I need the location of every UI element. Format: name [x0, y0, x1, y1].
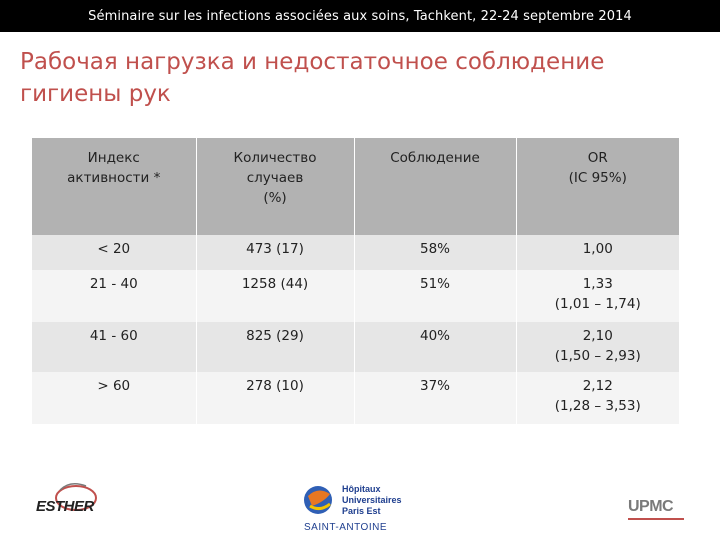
slide-title-line-1: Рабочая нагрузка и недостаточное соблюде… [20, 49, 605, 75]
column-header-odds-ratio: OR (IC 95%) [516, 138, 679, 235]
header-line: случаев [246, 170, 304, 186]
aphp-line: Universitaires [342, 495, 402, 505]
upmc-logo-bar [628, 518, 684, 520]
cell-activity-index: 21 - 40 [32, 270, 197, 322]
cell-odds-ratio: 2,10 (1,50 – 2,93) [516, 322, 679, 372]
upmc-logo: UPMC [624, 498, 694, 524]
slide-title: Рабочая нагрузка и недостаточное соблюде… [20, 46, 660, 110]
column-header-activity-index: Индекс активности * [32, 138, 197, 235]
cell-cases: 278 (10) [196, 372, 355, 424]
table-row: 21 - 40 1258 (44) 51% 1,33 (1,01 – 1,74) [32, 270, 679, 322]
cell-compliance: 51% [354, 270, 517, 322]
cell-activity-index: 41 - 60 [32, 322, 197, 372]
confidence-interval: (1,28 – 3,53) [554, 398, 641, 414]
header-line: Индекс [87, 150, 140, 166]
aphp-line: Paris Est [342, 506, 381, 516]
slide-title-line-2: гигиены рук [20, 81, 171, 107]
table-row: < 20 473 (17) 58% 1,00 [32, 235, 679, 270]
table-row: > 60 278 (10) 37% 2,12 (1,28 – 3,53) [32, 372, 679, 424]
column-header-cases: Количество случаев (%) [196, 138, 355, 235]
cell-activity-index: > 60 [32, 372, 197, 424]
aphp-saint-antoine-logo: Hôpitaux Universitaires Paris Est SAINT-… [300, 482, 402, 534]
esther-logo-text: ESTHER [36, 498, 94, 515]
header-line: OR [587, 150, 608, 166]
header-line: (IC 95%) [568, 170, 627, 186]
cell-activity-index: < 20 [32, 235, 197, 270]
odds-ratio-value: 1,33 [582, 276, 613, 292]
table-header-row: Индекс активности * Количество случаев (… [32, 138, 679, 235]
odds-ratio-value: 2,10 [582, 328, 613, 344]
header-line: (%) [263, 190, 287, 206]
cell-cases: 473 (17) [196, 235, 355, 270]
upmc-logo-text: UPMC [628, 498, 674, 515]
table-row: 41 - 60 825 (29) 40% 2,10 (1,50 – 2,93) [32, 322, 679, 372]
column-header-compliance: Соблюдение [354, 138, 517, 235]
cell-compliance: 37% [354, 372, 517, 424]
cell-odds-ratio: 1,33 (1,01 – 1,74) [516, 270, 679, 322]
header-line: Количество [233, 150, 317, 166]
esther-logo-mark [55, 483, 97, 511]
odds-ratio-value: 1,00 [582, 241, 613, 257]
cell-odds-ratio: 2,12 (1,28 – 3,53) [516, 372, 679, 424]
header-bar: Séminaire sur les infections associées a… [0, 0, 720, 32]
cell-cases: 1258 (44) [196, 270, 355, 322]
header-line: активности * [67, 170, 161, 186]
aphp-line: Hôpitaux [342, 484, 381, 494]
confidence-interval: (1,01 – 1,74) [554, 296, 641, 312]
aphp-site-name: SAINT-ANTOINE [304, 522, 387, 533]
aphp-globe-icon [304, 486, 332, 514]
esther-logo: ESTHER [30, 480, 110, 524]
odds-ratio-value: 2,12 [582, 378, 613, 394]
cell-cases: 825 (29) [196, 322, 355, 372]
cell-odds-ratio: 1,00 [516, 235, 679, 270]
header-line: Соблюдение [390, 150, 480, 166]
cell-compliance: 58% [354, 235, 517, 270]
confidence-interval: (1,50 – 2,93) [554, 348, 641, 364]
cell-compliance: 40% [354, 322, 517, 372]
header-text: Séminaire sur les infections associées a… [88, 8, 632, 24]
data-table: Индекс активности * Количество случаев (… [32, 138, 679, 424]
